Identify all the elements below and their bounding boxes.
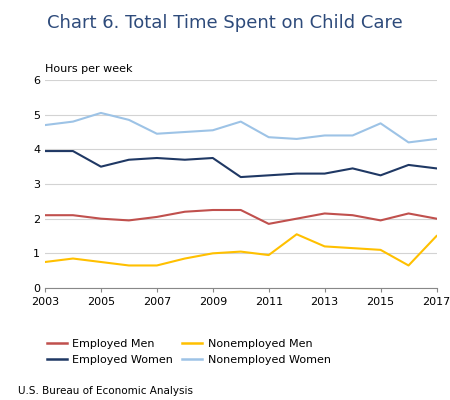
Text: U.S. Bureau of Economic Analysis: U.S. Bureau of Economic Analysis: [18, 386, 193, 396]
Legend: Employed Men, Employed Women, Nonemployed Men, Nonemployed Women: Employed Men, Employed Women, Nonemploye…: [47, 339, 330, 365]
Text: Hours per week: Hours per week: [45, 64, 132, 74]
Text: Chart 6. Total Time Spent on Child Care: Chart 6. Total Time Spent on Child Care: [47, 14, 403, 32]
